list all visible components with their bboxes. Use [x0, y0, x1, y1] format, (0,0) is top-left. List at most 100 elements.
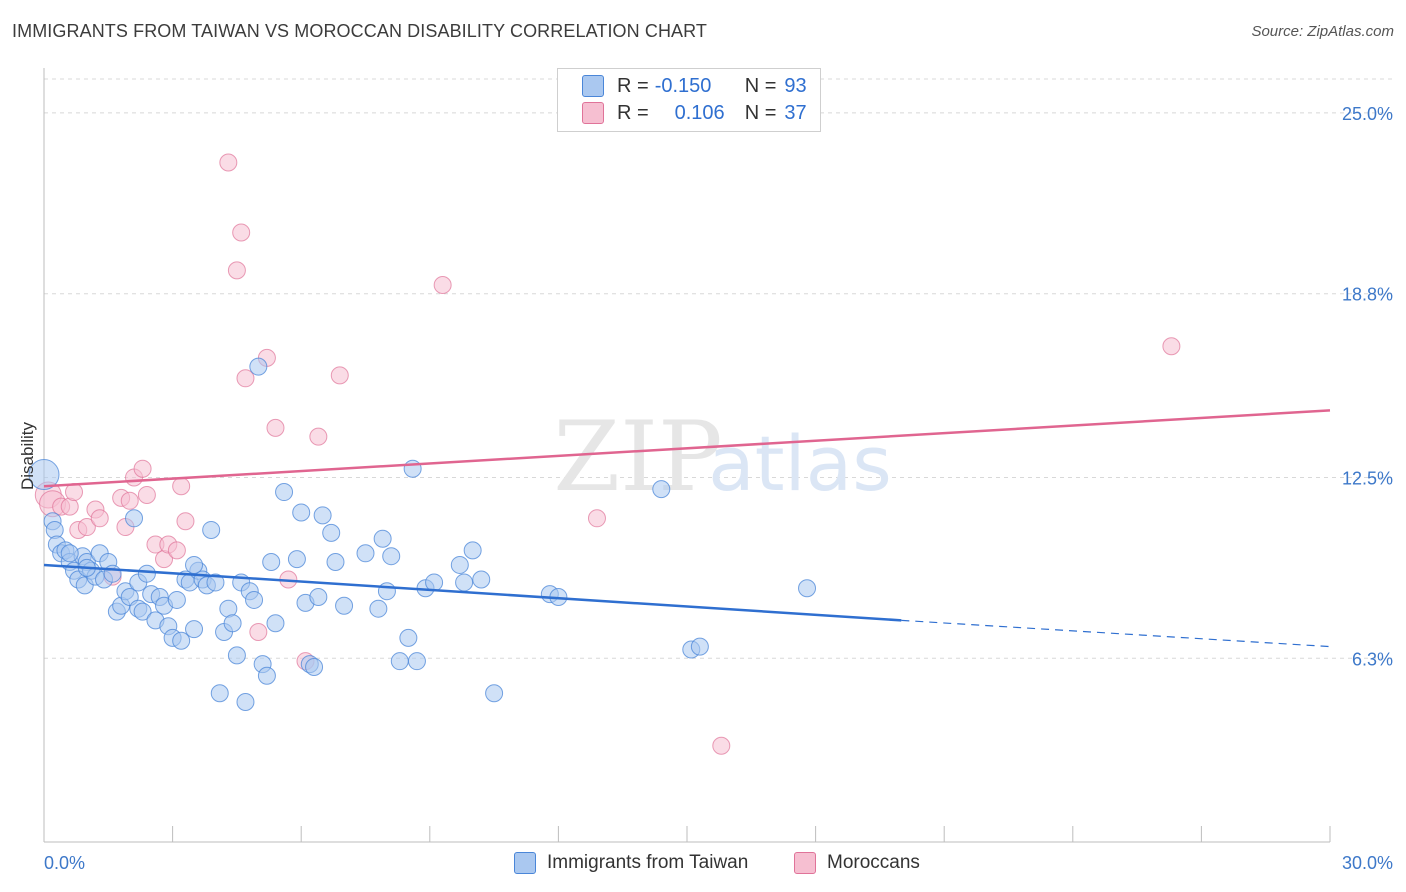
taiwan-point: [322, 523, 341, 542]
taiwan-point: [390, 652, 409, 671]
taiwan-trendline-extension: [901, 619, 1331, 648]
moroccans-point: [1162, 337, 1181, 356]
taiwan-point: [60, 544, 79, 563]
legend-swatch-pink: [794, 852, 816, 874]
taiwan-point: [185, 555, 204, 574]
taiwan-point: [399, 628, 418, 647]
axes: [43, 68, 1331, 843]
taiwan-point: [292, 503, 311, 522]
y-axis-label: Disability: [18, 421, 37, 490]
taiwan-point: [167, 590, 186, 609]
taiwan-point: [287, 550, 306, 569]
chart-title: IMMIGRANTS FROM TAIWAN VS MOROCCAN DISAB…: [12, 21, 708, 41]
source-credit: Source: ZipAtlas.com: [1251, 23, 1394, 40]
taiwan-point: [202, 520, 221, 539]
legend-swatch-blue: [514, 852, 536, 874]
trendlines: [43, 409, 1331, 648]
y-tick-label: 18.8%: [1342, 285, 1393, 305]
taiwan-point: [223, 614, 242, 633]
taiwan-point: [266, 614, 285, 633]
moroccans-point: [65, 483, 84, 502]
moroccans-trendline: [43, 409, 1331, 488]
moroccans-point: [232, 223, 251, 242]
taiwan-point: [172, 631, 191, 650]
y-tick-label: 12.5%: [1342, 468, 1393, 488]
legend-label-taiwan: Immigrants from Taiwan: [547, 852, 749, 873]
taiwan-point: [463, 541, 482, 560]
taiwan-point: [257, 666, 276, 685]
legend-label-moroccans: Moroccans: [827, 852, 920, 873]
taiwan-point: [472, 570, 491, 589]
taiwan-point: [227, 646, 246, 665]
y-tick-labels: 6.3% 12.5% 18.8% 25.0%: [1342, 104, 1393, 669]
moroccans-point: [433, 275, 452, 294]
watermark: ZIP atlas: [553, 401, 891, 513]
moroccans-point: [219, 153, 238, 172]
taiwan-point: [377, 582, 396, 601]
moroccans-point: [120, 491, 139, 510]
legend-item-taiwan[interactable]: Immigrants from Taiwan: [514, 852, 748, 874]
taiwan-point: [369, 599, 388, 618]
moroccans-point: [330, 366, 349, 385]
legend-r-value-moroccans: 0.106: [674, 101, 725, 124]
correlation-legend: R = -0.150 N = 93 R = 0.106 N = 37: [557, 68, 821, 132]
taiwan-point: [185, 620, 204, 639]
legend-n-label: N =: [744, 101, 777, 124]
taiwan-point: [28, 459, 60, 491]
taiwan-point: [403, 459, 422, 478]
y-tick-label: 25.0%: [1342, 104, 1393, 124]
taiwan-point: [373, 529, 392, 548]
legend-n-value-moroccans: 37: [784, 101, 807, 124]
y-tick-label: 6.3%: [1352, 649, 1393, 669]
taiwan-point: [137, 564, 156, 583]
legend-row-moroccans: R = 0.106 N = 37: [582, 101, 807, 125]
watermark-zip: ZIP: [553, 401, 722, 513]
legend-n-label: N =: [744, 74, 777, 97]
taiwan-point: [652, 480, 671, 499]
legend-swatch-blue: [582, 75, 604, 97]
legend-n-value-taiwan: 93: [784, 74, 807, 97]
taiwan-point: [485, 684, 504, 703]
moroccans-point: [176, 512, 195, 531]
taiwan-point: [245, 590, 264, 609]
legend-item-moroccans[interactable]: Moroccans: [794, 852, 920, 874]
taiwan-point: [690, 637, 709, 656]
moroccans-point: [90, 509, 109, 528]
x-tick-label-min: 0.0%: [44, 853, 85, 873]
legend-r-label: R =: [617, 74, 649, 97]
taiwan-point: [249, 357, 268, 376]
moroccans-point: [172, 477, 191, 496]
taiwan-point: [382, 547, 401, 566]
moroccans-point: [266, 418, 285, 437]
taiwan-point: [425, 573, 444, 592]
taiwan-trendline: [43, 563, 902, 622]
taiwan-point: [356, 544, 375, 563]
taiwan-point: [206, 573, 225, 592]
moroccans-point: [133, 459, 152, 478]
moroccans-point: [137, 485, 156, 504]
taiwan-point: [125, 509, 144, 528]
legend-r-label: R =: [617, 101, 649, 124]
moroccans-point: [236, 369, 255, 388]
taiwan-point: [313, 506, 332, 525]
moroccans-point: [249, 623, 268, 642]
gridlines: [44, 78, 1395, 659]
watermark-atlas: atlas: [708, 419, 892, 508]
moroccans-point: [309, 427, 328, 446]
taiwan-point: [309, 588, 328, 607]
taiwan-point: [798, 579, 817, 598]
taiwan-point: [133, 602, 152, 621]
moroccans-point: [77, 518, 96, 537]
moroccans-point: [712, 736, 731, 755]
taiwan-point: [210, 684, 229, 703]
taiwan-point: [335, 596, 354, 615]
taiwan-points: [28, 357, 817, 712]
legend-r-value-taiwan: -0.150: [654, 74, 712, 97]
moroccans-point: [227, 261, 246, 280]
legend-swatch-pink: [582, 102, 604, 124]
taiwan-point: [450, 555, 469, 574]
legend-row-taiwan: R = -0.150 N = 93: [582, 74, 807, 98]
taiwan-point: [236, 693, 255, 712]
moroccans-point: [587, 509, 606, 528]
